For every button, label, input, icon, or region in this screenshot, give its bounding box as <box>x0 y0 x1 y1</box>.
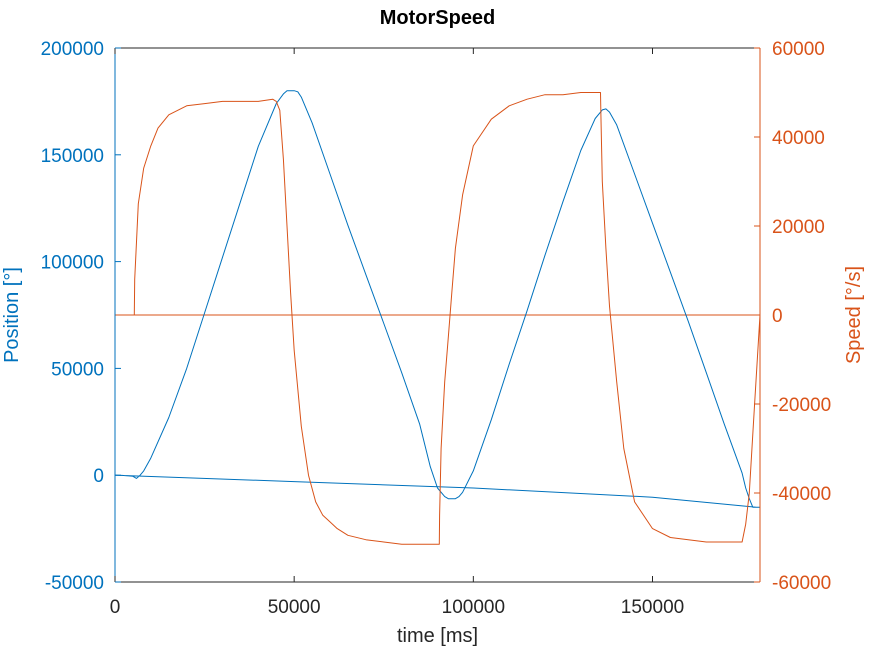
chart-title: MotorSpeed <box>380 7 496 29</box>
series-layer <box>114 90 761 545</box>
y-left-tick-label: 0 <box>93 466 104 487</box>
y-left-tick-label: 150000 <box>41 146 104 167</box>
position-series-line <box>114 90 761 508</box>
y-right-tick-label: -20000 <box>772 395 831 416</box>
y-left-tick-label: 50000 <box>51 359 104 380</box>
y-right-tick-label: -40000 <box>772 484 831 505</box>
y-left-tick-label: -50000 <box>45 573 104 594</box>
y-left-tick-label: 200000 <box>41 39 104 60</box>
y-right-tick-label: 0 <box>772 306 783 327</box>
axes-layer: 0 50000 100000 150000 -50000 0 50000 100000 1500… <box>41 39 832 618</box>
x-axis-label: time [ms] <box>397 625 478 647</box>
y-axis-left-label: Position [°] <box>1 267 23 363</box>
y-axis-right-label: Speed [°/s] <box>843 266 865 364</box>
speed-series-line <box>115 92 761 545</box>
y-right-tick-label: 40000 <box>772 128 825 149</box>
y-right-tick-label: -60000 <box>772 573 831 594</box>
y-right-tick-label: 20000 <box>772 217 825 238</box>
x-tick-label: 50000 <box>268 597 321 618</box>
y-left-tick-label: 100000 <box>41 253 104 274</box>
x-tick-label: 100000 <box>442 597 505 618</box>
x-tick-label: 0 <box>110 597 121 618</box>
y-right-tick-label: 60000 <box>772 39 825 60</box>
x-tick-label: 150000 <box>621 597 684 618</box>
